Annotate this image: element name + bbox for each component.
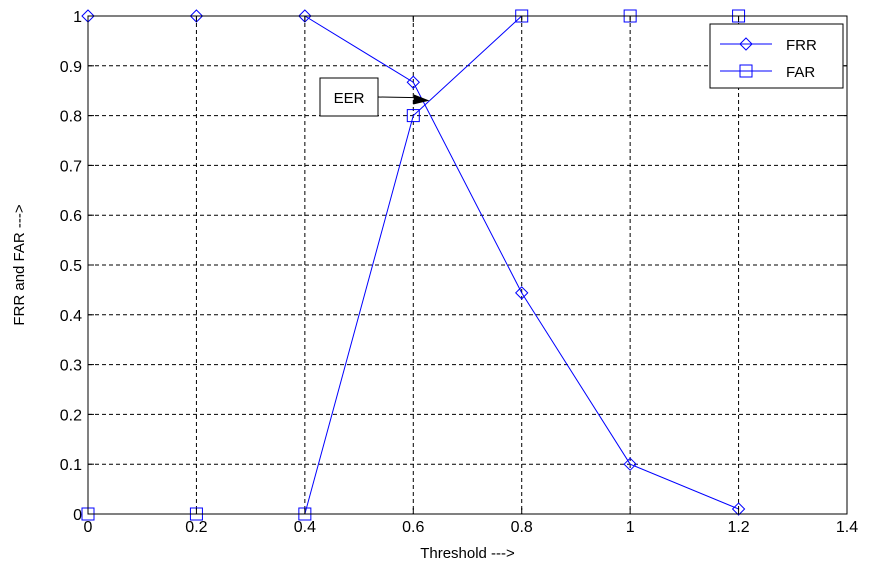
eer-label-box bbox=[319, 77, 379, 117]
y-tick-label: 0.7 bbox=[60, 158, 82, 175]
y-tick-label: 1 bbox=[73, 9, 82, 26]
x-axis-title: Threshold ---> bbox=[420, 545, 515, 562]
x-tick-label: 1 bbox=[626, 519, 635, 536]
eer-arrow-line bbox=[377, 96, 416, 99]
legend-box bbox=[709, 23, 844, 89]
frr-point bbox=[406, 75, 420, 89]
frr-point bbox=[515, 286, 529, 300]
y-tick-label: 0.6 bbox=[60, 208, 82, 225]
grid bbox=[88, 16, 847, 514]
x-tick-label: 0.8 bbox=[511, 519, 533, 536]
x-tick-label: 0.2 bbox=[185, 519, 207, 536]
x-tick-label: 0 bbox=[84, 519, 93, 536]
y-tick-label: 0.1 bbox=[60, 457, 82, 474]
y-tick-label: 0 bbox=[73, 507, 82, 524]
y-tick-label: 0.8 bbox=[60, 109, 82, 126]
x-tick-label: 0.4 bbox=[294, 519, 316, 536]
axis-ticks: 0 0.2 0.4 0.6 0.8 1 1.2 1.4 0 0.1 0.2 0.3 0.4 0.5 0.6 0… bbox=[60, 9, 858, 536]
eer-arrow-head bbox=[413, 94, 430, 105]
frr-point bbox=[731, 502, 746, 516]
far-point bbox=[406, 109, 420, 123]
y-tick-label: 0.3 bbox=[60, 358, 82, 375]
y-tick-label: 0.2 bbox=[60, 407, 82, 424]
y-tick-label: 0.5 bbox=[60, 258, 82, 275]
eer-annotation: EER bbox=[319, 77, 430, 117]
y-axis-title: FRR and FAR ---> bbox=[11, 204, 28, 326]
x-tick-label: 1.4 bbox=[836, 519, 858, 536]
legend-far-label: FAR bbox=[786, 64, 815, 81]
legend: FRR FAR bbox=[709, 23, 844, 89]
eer-label: EER bbox=[334, 90, 365, 107]
frr-point bbox=[623, 457, 637, 471]
y-tick-label: 0.4 bbox=[60, 308, 82, 325]
y-tick-label: 0.9 bbox=[60, 59, 82, 76]
x-tick-label: 1.2 bbox=[727, 519, 749, 536]
legend-frr-label: FRR bbox=[786, 37, 817, 54]
legend-frr-marker bbox=[739, 37, 753, 51]
legend-far-marker bbox=[739, 64, 753, 78]
x-tick-label: 0.6 bbox=[402, 519, 424, 536]
